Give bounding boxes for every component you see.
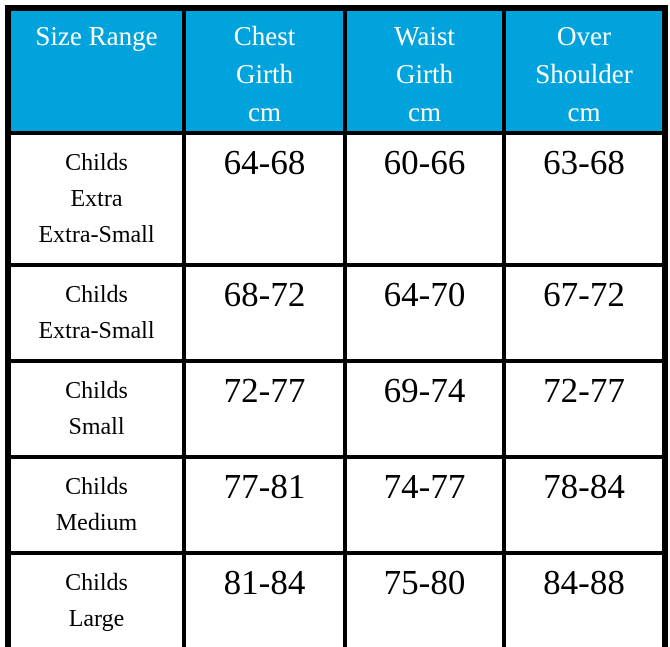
waist-value: 75-80 (343, 551, 506, 647)
table-row: Childs Extra Extra-Small 64-68 60-66 63-… (6, 131, 667, 267)
table-row: Childs Large 81-84 75-80 84-88 (6, 551, 667, 647)
waist-value: 64-70 (343, 263, 506, 363)
chest-value: 81-84 (182, 551, 347, 647)
chest-value: 64-68 (182, 131, 347, 267)
page: { "chart_data": { "type": "table", "unit… (0, 5, 670, 647)
size-label: Childs Extra-Small (6, 263, 186, 363)
table-row: Childs Medium 77-81 74-77 78-84 (6, 455, 667, 555)
size-label: Childs Extra Extra-Small (6, 131, 186, 267)
size-label: Childs Medium (6, 455, 186, 555)
chest-value: 72-77 (182, 359, 347, 459)
waist-value: 69-74 (343, 359, 506, 459)
waist-value: 74-77 (343, 455, 506, 555)
size-label: Childs Large (6, 551, 186, 647)
chest-value: 77-81 (182, 455, 347, 555)
header-waist-girth: Waist Girth cm (343, 6, 506, 135)
table-row: Childs Small 72-77 69-74 72-77 (6, 359, 667, 459)
header-over-shoulder: Over Shoulder cm (502, 6, 667, 135)
waist-value: 60-66 (343, 131, 506, 267)
shoulder-value: 78-84 (502, 455, 667, 555)
shoulder-value: 63-68 (502, 131, 667, 267)
shoulder-value: 67-72 (502, 263, 667, 363)
size-chart-table: Size Range Chest Girth cm Waist Girth cm… (5, 5, 668, 647)
shoulder-value: 84-88 (502, 551, 667, 647)
chest-value: 68-72 (182, 263, 347, 363)
table-row: Childs Extra-Small 68-72 64-70 67-72 (6, 263, 667, 363)
size-label: Childs Small (6, 359, 186, 459)
header-size-range: Size Range (6, 6, 186, 135)
header-row: Size Range Chest Girth cm Waist Girth cm… (6, 6, 667, 135)
header-chest-girth: Chest Girth cm (182, 6, 347, 135)
shoulder-value: 72-77 (502, 359, 667, 459)
